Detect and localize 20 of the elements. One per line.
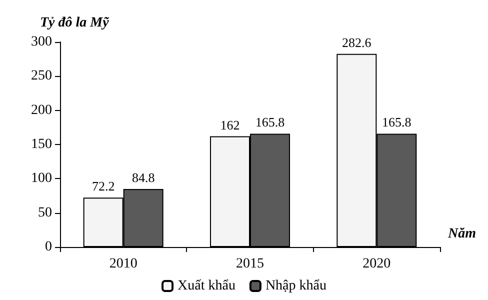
data-label: 162 <box>220 117 240 132</box>
data-label: 84.8 <box>132 170 155 186</box>
x-tick-label: 2020 <box>362 256 391 272</box>
data-label: 165.8 <box>255 114 285 130</box>
x-axis-title: Năm <box>447 226 476 242</box>
y-tick-label: 250 <box>31 68 52 84</box>
legend-label: Nhập khẩu <box>265 278 326 294</box>
data-label: 72.2 <box>92 178 115 194</box>
data-label: 165.8 <box>382 114 412 130</box>
y-tick-label: 200 <box>31 102 52 118</box>
legend-label: Xuất khẩu <box>178 278 236 294</box>
y-tick-label: 300 <box>31 34 52 50</box>
data-label: 282.6 <box>342 34 372 50</box>
y-axis-title: Tỷ đô la Mỹ <box>40 16 110 30</box>
x-tick-label: 2015 <box>236 256 264 272</box>
x-tick-label: 2010 <box>109 256 138 272</box>
y-tick-label: 50 <box>38 205 52 220</box>
y-tick-label: 150 <box>31 137 52 152</box>
y-tick-label: 0 <box>45 240 52 254</box>
y-tick-label: 100 <box>31 171 52 186</box>
